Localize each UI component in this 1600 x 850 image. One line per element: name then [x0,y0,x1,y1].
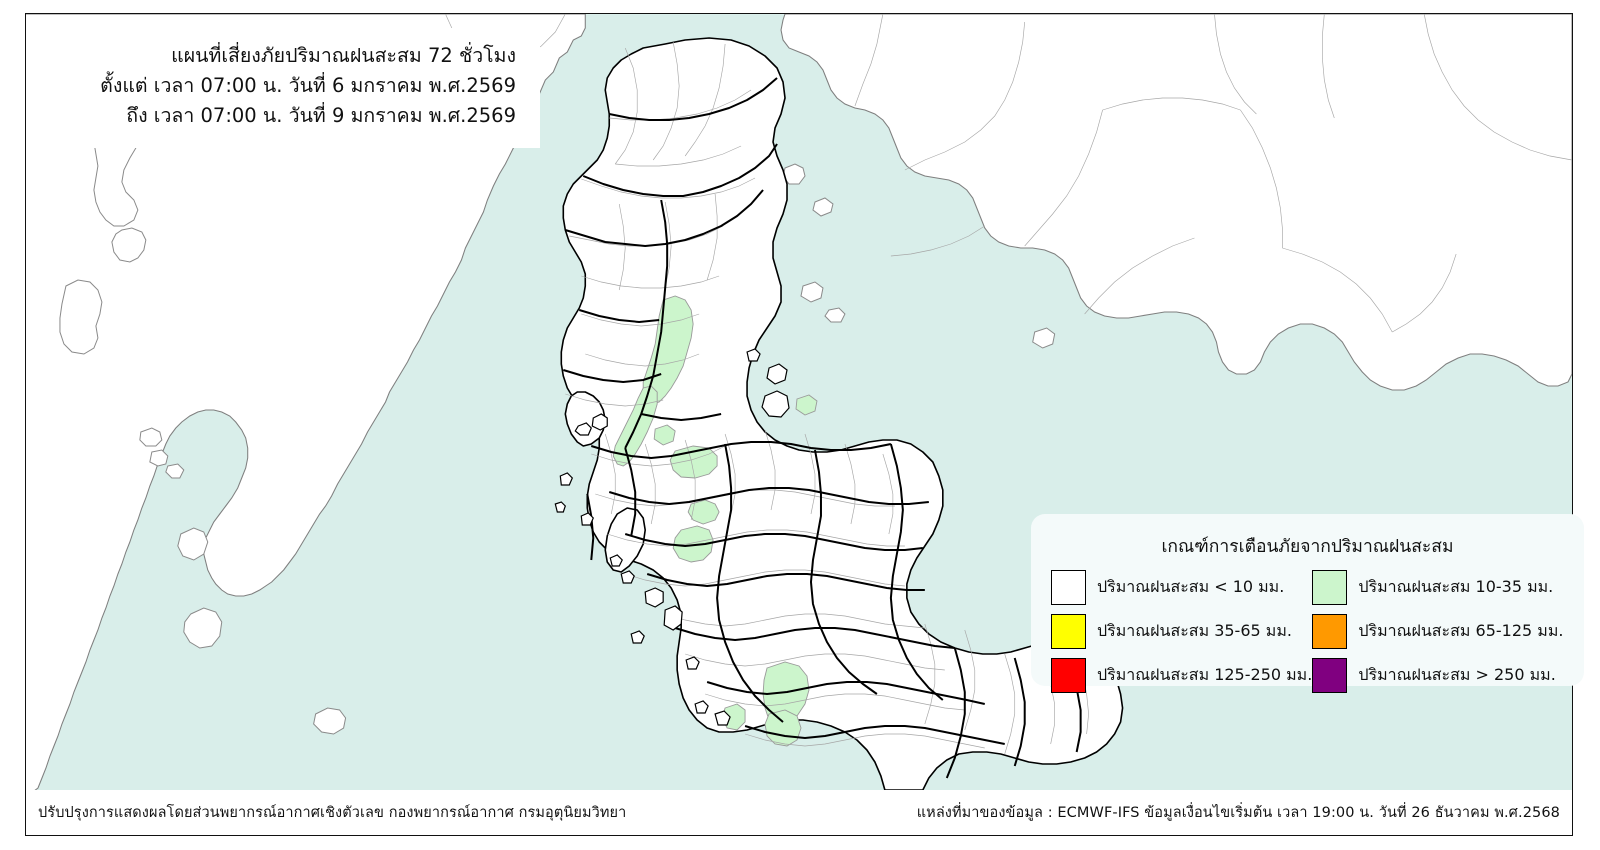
legend-label-lt10: ปริมาณฝนสะสม < 10 มม. [1097,577,1285,596]
legend-label-65-125: ปริมาณฝนสะสม 65-125 มม. [1358,621,1564,640]
title-line-3: ถึง เวลา 07:00 น. วันที่ 9 มกราคม พ.ศ.25… [126,104,516,128]
island-small-g [580,512,594,526]
island-samui [761,390,790,418]
district-highlight-inland [687,499,720,525]
island-tao [746,348,761,362]
gulf-island-2 [812,197,834,217]
island-west-small-6 [313,707,347,735]
legend-swatch-lt10 [1051,570,1086,605]
footer-credit-left: ปรับปรุงการแสดงผลโดยส่วนพยากรณ์อากาศเชิง… [38,805,627,821]
legend-item-35-65[interactable]: ปริมาณฝนสะสม 35-65 มม. [1051,614,1312,649]
legend-item-10-35[interactable]: ปริมาณฝนสะสม 10-35 มม. [1312,570,1568,605]
island-west-small-2 [149,449,169,467]
island-highlight-gulf [795,394,818,416]
thailand-landmass-layer[interactable] [554,37,1124,791]
map-title-box: แผนที่เสี่ยงภัยปริมาณฝนสะสม 72 ชั่วโมง ต… [52,28,540,148]
island-small-d [685,656,700,670]
legend-item-gt250[interactable]: ปริมาณฝนสะสม > 250 มม. [1312,658,1568,693]
mergui-island-2 [111,227,147,263]
province-boundary-layer[interactable] [563,77,1082,779]
lanta-island [663,605,683,631]
legend-swatch-65-125 [1312,614,1348,649]
legend-swatch-10-35 [1312,570,1348,605]
island-small-f [694,700,709,714]
gulf-island-5 [1032,327,1056,349]
indochina-internal-borders [854,14,1572,333]
island-small-e [714,710,731,726]
island-phangan [766,363,788,385]
title-line-1: แผนที่เสี่ยงภัยปริมาณฝนสะสม 72 ชั่วโมง [171,43,516,67]
island-small-a [620,570,635,584]
myanmar-landmass [26,14,586,791]
district-highlight-north-small [653,424,676,446]
legend-label-35-65: ปริมาณฝนสะสม 35-65 มม. [1097,621,1292,640]
map-canvas[interactable] [26,14,1572,791]
footer-source-right: แหล่งที่มาของข้อมูล : ECMWF-IFS ข้อมูลเง… [916,805,1560,821]
province-ranong-highlight[interactable] [642,295,694,405]
island-west-small-3 [165,463,185,479]
island-west-small-4 [177,527,209,561]
map-frame: แผนที่เสี่ยงภัยปริมาณฝนสะสม 72 ชั่วโมง ต… [25,13,1584,836]
island-small-c [609,554,623,567]
island-small-h [559,472,574,486]
indochina-landmass [780,14,1572,391]
similan-island-2 [574,422,592,436]
legend-item-125-250[interactable]: ปริมาณฝนสะสม 125-250 มม. [1051,658,1312,693]
map-footer: ปรับปรุงการแสดงผลโดยส่วนพยากรณ์อากาศเชิง… [26,790,1572,835]
legend-item-lt10[interactable]: ปริมาณฝนสะสม < 10 มม. [1051,570,1312,605]
legend-panel: เกณฑ์การเตือนภัยจากปริมาณฝนสะสม ปริมาณฝน… [1031,514,1584,693]
andaman-thai-islands [554,348,790,726]
island-large-west [59,279,103,355]
island-west-small-1 [139,427,163,447]
legend-items: ปริมาณฝนสะสม < 10 มม. ปริมาณฝนสะสม 10-35… [1031,570,1584,693]
phi-phi-island [644,587,664,608]
legend-title: เกณฑ์การเตือนภัยจากปริมาณฝนสะสม [1161,537,1454,557]
legend-item-65-125[interactable]: ปริมาณฝนสะสม 65-125 มม. [1312,614,1568,649]
island-small-b [630,630,645,644]
similan-island-1 [591,413,608,431]
gulf-island-3 [800,281,824,303]
island-west-small-5 [183,607,223,649]
legend-swatch-125-250 [1051,658,1086,693]
map-svg[interactable] [26,14,1572,791]
title-line-2: ตั้งแต่ เวลา 07:00 น. วันที่ 6 มกราคม พ.… [100,73,516,97]
legend-label-125-250: ปริมาณฝนสะสม 125-250 มม. [1097,665,1313,684]
legend-swatch-gt250 [1312,658,1348,693]
legend-label-10-35: ปริมาณฝนสะสม 10-35 มม. [1358,577,1554,596]
legend-swatch-35-65 [1051,614,1086,649]
gulf-island-4 [824,307,846,323]
island-small-i [554,501,566,513]
district-highlight-satun-south[interactable] [764,709,802,747]
legend-label-gt250: ปริมาณฝนสะสม > 250 มม. [1358,665,1556,684]
thailand-peninsula-outline[interactable] [560,37,1124,791]
